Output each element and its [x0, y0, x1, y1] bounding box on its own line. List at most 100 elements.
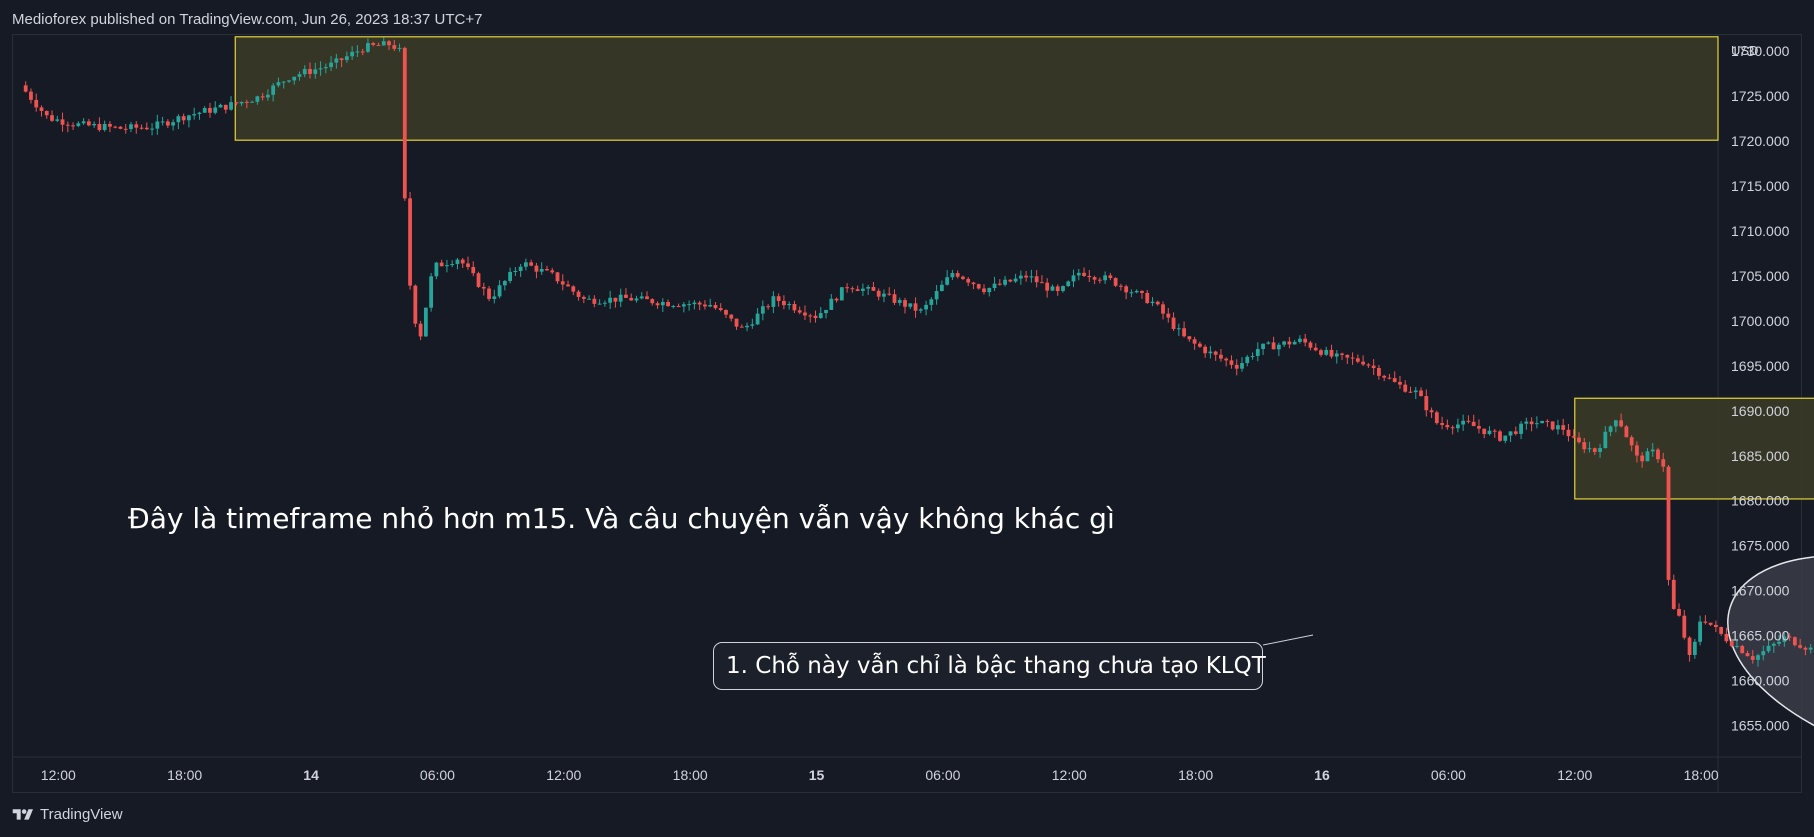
- candle-up: [297, 74, 302, 77]
- y-tick-label: 1665.000: [1731, 628, 1790, 644]
- candle-down: [1377, 368, 1381, 376]
- candle-up: [945, 277, 950, 285]
- candle-up: [445, 265, 449, 267]
- candle-down: [1166, 313, 1171, 318]
- candle-down: [1213, 351, 1218, 355]
- candle-down: [718, 308, 723, 311]
- candle-down: [1040, 282, 1044, 284]
- candle-down: [1024, 275, 1029, 278]
- candle-down: [1713, 624, 1718, 628]
- candle-up: [202, 108, 207, 113]
- candle-up: [502, 280, 507, 286]
- candle-down: [44, 110, 49, 116]
- candle-up: [860, 288, 865, 291]
- candle-up: [176, 116, 181, 123]
- candle-down: [65, 124, 70, 126]
- candle-down: [387, 41, 391, 46]
- candle-down: [1308, 342, 1313, 348]
- candle-up: [708, 305, 713, 307]
- candle-down: [1466, 420, 1471, 422]
- candle-down: [834, 298, 839, 301]
- candle-up: [1461, 420, 1466, 425]
- candle-up: [602, 302, 607, 304]
- candle-down: [339, 58, 344, 61]
- candle-up: [1756, 655, 1760, 660]
- candle-up: [1292, 341, 1297, 345]
- candle-up: [271, 85, 276, 95]
- candle-down: [439, 262, 444, 267]
- candle-up: [1503, 435, 1508, 441]
- candle-down: [1745, 653, 1750, 657]
- candle-down: [1392, 378, 1397, 382]
- candle-up: [276, 82, 281, 86]
- candle-up: [192, 114, 197, 116]
- candle-down: [1677, 608, 1681, 616]
- candle-down: [34, 99, 39, 108]
- candle-up: [197, 112, 202, 115]
- y-tick-label: 1695.000: [1731, 358, 1790, 374]
- candle-up: [660, 302, 665, 306]
- candle-down: [592, 298, 597, 304]
- candle-up: [1208, 351, 1213, 354]
- candle-down: [971, 282, 976, 285]
- candle-up: [687, 304, 692, 306]
- y-tick-label: 1705.000: [1731, 268, 1790, 284]
- candle-down: [1387, 377, 1392, 379]
- candle-down: [1408, 391, 1413, 393]
- candle-down: [139, 127, 144, 129]
- highlight-ellipse: [1727, 554, 1814, 766]
- candle-down: [734, 318, 739, 327]
- candle-up: [76, 123, 81, 126]
- candle-down: [1382, 375, 1387, 378]
- candle-down: [1440, 423, 1444, 425]
- candle-down: [666, 302, 670, 307]
- candle-down: [797, 310, 802, 313]
- candle-down: [1571, 436, 1576, 438]
- candle-up: [1129, 292, 1134, 294]
- candle-up: [350, 51, 355, 57]
- y-tick-label: 1720.000: [1731, 133, 1790, 149]
- candle-down: [876, 290, 881, 297]
- candle-down: [1140, 290, 1144, 293]
- candle-down: [23, 85, 28, 92]
- candle-up: [1534, 423, 1539, 425]
- candle-down: [1482, 428, 1487, 435]
- chart-callout[interactable]: 1. Chỗ này vẫn chỉ là bậc thang chưa tạo…: [713, 642, 1266, 690]
- candle-down: [1340, 353, 1344, 355]
- candle-down: [471, 266, 476, 274]
- candle-down: [1366, 364, 1371, 366]
- candle-up: [366, 43, 370, 52]
- x-tick-label: 06:00: [1431, 767, 1466, 783]
- candle-down: [234, 102, 239, 104]
- candle-down: [966, 278, 971, 283]
- candle-up: [1324, 349, 1329, 355]
- candle-down: [1192, 339, 1197, 344]
- x-tick-label: 15: [809, 767, 825, 783]
- candle-up: [824, 309, 828, 314]
- candle-up: [1698, 621, 1702, 642]
- candle-down: [402, 47, 407, 199]
- candle-up: [918, 309, 923, 311]
- candle-up: [1061, 286, 1065, 292]
- candle-up: [1018, 275, 1023, 279]
- candle-up: [771, 296, 776, 307]
- candle-down: [676, 306, 681, 308]
- candle-down: [1350, 357, 1355, 359]
- candle-down: [776, 296, 781, 301]
- candle-up: [250, 101, 254, 103]
- candle-up: [1245, 356, 1250, 364]
- y-tick-label: 1655.000: [1731, 718, 1790, 734]
- candle-down: [1477, 426, 1481, 429]
- candle-up: [929, 299, 934, 305]
- candle-down: [697, 302, 702, 305]
- candle-up: [508, 271, 513, 281]
- candle-down: [766, 306, 771, 308]
- candle-down: [1171, 317, 1176, 329]
- candle-down: [1577, 437, 1581, 443]
- candle-up: [1134, 290, 1139, 293]
- x-tick-label: 18:00: [673, 767, 708, 783]
- candle-down: [1219, 354, 1223, 359]
- candle-down: [308, 68, 312, 74]
- candle-up: [1282, 341, 1287, 345]
